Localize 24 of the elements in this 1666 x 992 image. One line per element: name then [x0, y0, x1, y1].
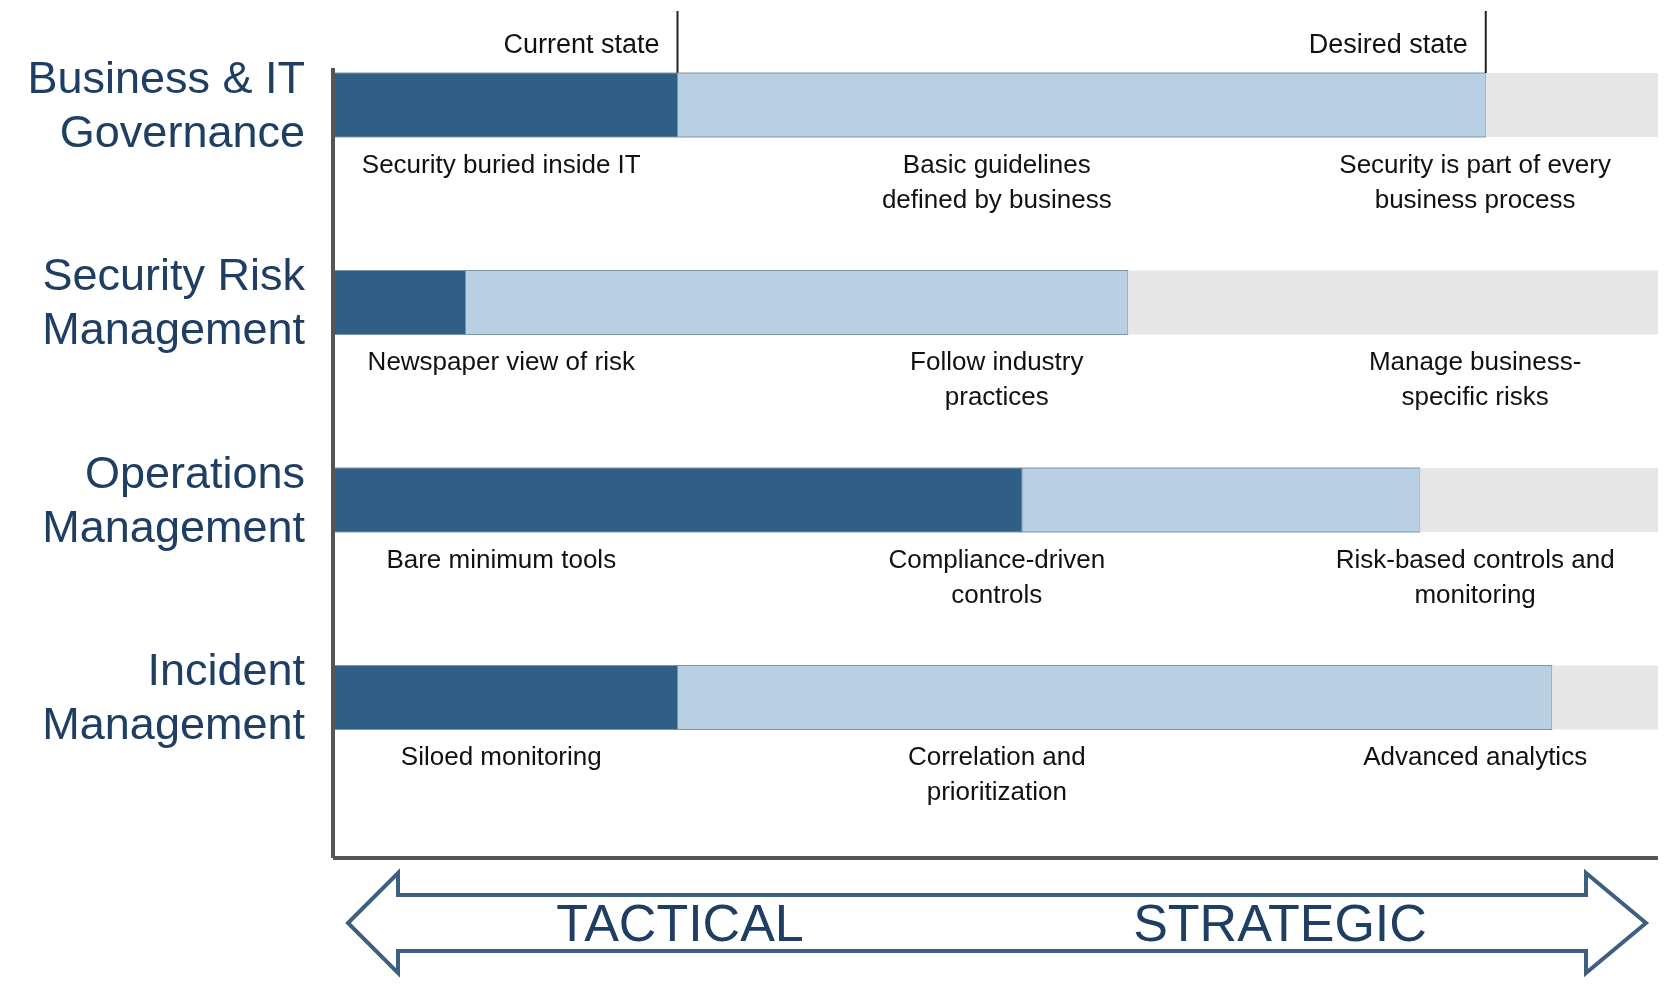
annotation: Risk-based controls and monitoring: [1335, 542, 1616, 611]
annotation: Newspaper view of risk: [366, 345, 636, 379]
y-tick-label: Operations Management: [42, 446, 306, 552]
annotation: Basic guidelines defined by business: [880, 147, 1113, 216]
y-tick-label: Security Risk Management: [42, 249, 306, 355]
annotation: Follow industry practices: [909, 345, 1085, 414]
text: STRATEGIC: [1133, 894, 1427, 952]
y-tick-label: Business & IT Governance: [27, 51, 305, 157]
annotation: Advanced analytics: [1362, 740, 1589, 774]
annotation: Security buried inside IT: [361, 147, 642, 181]
annotation: Manage business-specific risks: [1367, 345, 1583, 414]
bar: [1552, 665, 1658, 730]
y-tick-label: Incident Management: [42, 644, 306, 750]
series-label: Current state: [503, 29, 660, 59]
bar: [1485, 73, 1658, 137]
annotation: Security is part of every business process: [1338, 147, 1612, 216]
series-label: Desired state: [1308, 29, 1468, 59]
bar: [1419, 468, 1658, 532]
bar: [1128, 270, 1658, 335]
annotation: Compliance-driven controls: [887, 542, 1107, 611]
annotation: Correlation and prioritization: [906, 740, 1087, 809]
annotation: Bare minimum tools: [385, 542, 618, 576]
annotation: Siloed monitoring: [399, 740, 603, 774]
text: TACTICAL: [556, 894, 804, 952]
